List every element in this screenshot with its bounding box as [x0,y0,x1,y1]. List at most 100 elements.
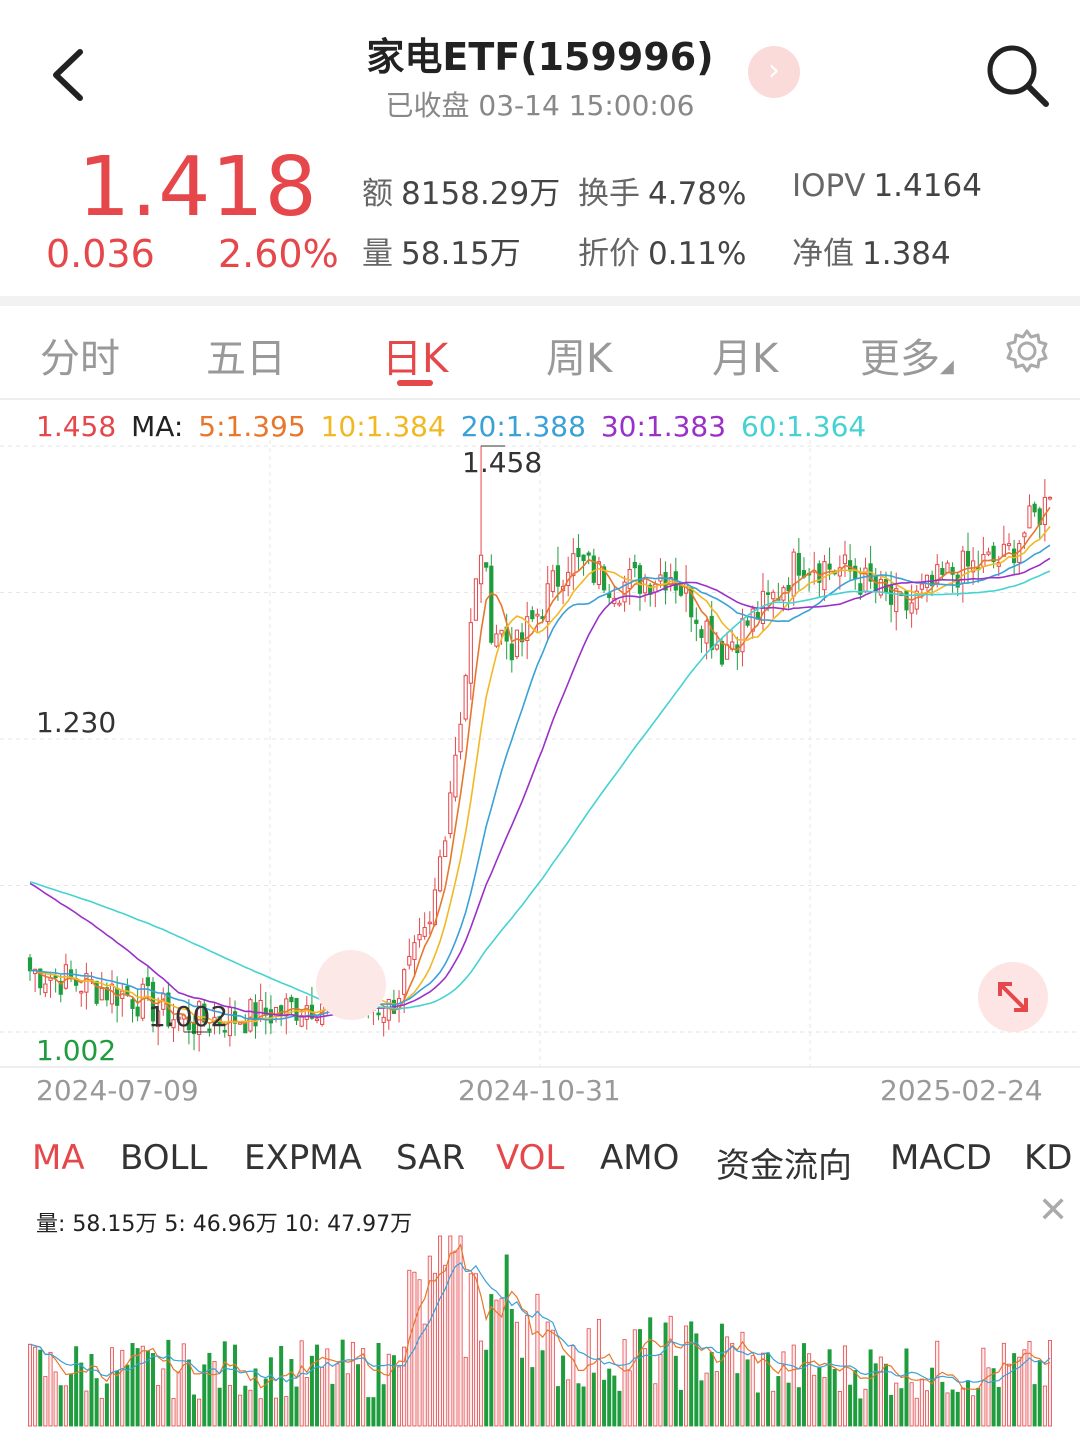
candle [1032,503,1037,513]
candle [601,566,607,591]
candle [750,608,755,632]
volume-bar [945,1392,950,1427]
volume-bar [914,1397,919,1427]
candle [43,983,48,994]
candle [489,565,494,643]
indicator-sar[interactable]: SAR [396,1138,466,1178]
volume-bar [796,1387,801,1427]
close-volume-button[interactable]: ✕ [1038,1190,1068,1231]
volume-bar [704,1372,709,1427]
candle [84,973,89,993]
indicator-macd[interactable]: MACD [890,1138,992,1178]
indicator-money-flow[interactable]: 资金流向 [716,1146,852,1186]
candle [689,586,694,618]
tab-weekly-k[interactable]: 周K [546,336,613,382]
indicator-expma[interactable]: EXPMA [244,1138,362,1178]
volume-bar [827,1349,832,1427]
candle [950,567,955,575]
next-fund-button[interactable]: › [748,46,800,98]
volume-bar [458,1235,463,1427]
volume-bar [750,1355,755,1427]
volume-bar [489,1294,494,1427]
volume-bar [981,1347,986,1427]
volume-bar [125,1364,130,1427]
ma60-value: 60:1.364 [740,410,867,443]
stat-turnover: 换手 4.78% [578,176,747,212]
volume-bar [366,1397,371,1427]
volume-bar [868,1349,873,1427]
candle [79,990,84,994]
fullscreen-button[interactable] [978,962,1048,1032]
stat-amount: 额 8158.29万 [362,176,561,212]
volume-bar [48,1351,53,1427]
volume-bar [1022,1349,1027,1427]
volume-bar [248,1389,253,1427]
settings-button[interactable] [1004,328,1050,378]
volume-bar [1012,1353,1017,1427]
tab-intraday[interactable]: 分时 [40,336,120,382]
volume-bar [1027,1341,1032,1427]
candle [453,754,458,798]
volume-bar [1037,1360,1042,1427]
candle [381,1016,386,1023]
volume-bar [135,1348,140,1427]
candle [791,551,796,597]
volume-bar [463,1356,468,1427]
candle [514,629,520,658]
triangle-down-icon: ◢ [940,356,954,377]
volume-bar [643,1348,648,1427]
volume-bar [940,1381,945,1427]
candle [202,1003,207,1023]
volume-bar [576,1383,581,1427]
volume-bar [627,1370,632,1427]
tab-more[interactable]: 更多◢ [860,336,954,382]
candle [745,620,750,626]
volume-bar [258,1398,263,1427]
volume-chart[interactable] [0,1226,1080,1436]
indicator-amo[interactable]: AMO [600,1138,680,1178]
stat-volume: 量 58.15万 [362,236,521,272]
indicator-ma[interactable]: MA [32,1138,85,1178]
candle [842,554,848,565]
volume-bar [58,1385,63,1427]
volume-bar [350,1342,355,1427]
tab-daily-k[interactable]: 日K [382,336,449,382]
ma-legend-label: MA: [131,410,184,443]
volume-bar [566,1379,571,1427]
back-button[interactable] [40,40,100,110]
indicator-vol[interactable]: VOL [496,1138,565,1178]
volume-bar [719,1323,724,1427]
volume-bar [161,1368,166,1427]
market-status: 已收盘 03-14 15:00:06 [385,89,695,122]
volume-bar [156,1385,161,1427]
volume-bar [484,1349,489,1427]
candle [1006,543,1012,547]
volume-bar [853,1370,858,1427]
volume-bar [181,1343,186,1427]
volume-bar [735,1373,740,1427]
volume-bar [1032,1384,1037,1427]
volume-bar [27,1343,32,1427]
ma10-value: 10:1.384 [320,410,446,443]
volume-bar [904,1348,909,1427]
volume-bar [909,1382,914,1427]
volume-legend: 量: 58.15万 5: 46.96万 10: 47.97万 [36,1212,413,1237]
indicator-kd[interactable]: KD [1024,1138,1073,1178]
tab-monthly-k[interactable]: 月K [712,336,779,382]
volume-bar [263,1378,268,1427]
volume-bar [596,1318,601,1427]
search-button[interactable] [982,40,1052,110]
kline-chart[interactable] [0,440,1080,1070]
indicator-boll[interactable]: BOLL [120,1138,208,1178]
volume-bar [899,1388,904,1427]
ma5-line [29,506,1051,1027]
candle [27,957,33,972]
candle [576,548,581,558]
stat-discount: 折价 0.11% [578,236,747,272]
candle [535,613,540,617]
candle [176,1016,181,1020]
tab-five-day[interactable]: 五日 [206,336,286,382]
volume-bar [520,1357,525,1427]
volume-bar [781,1351,786,1427]
crosshair-marker[interactable] [316,950,386,1020]
